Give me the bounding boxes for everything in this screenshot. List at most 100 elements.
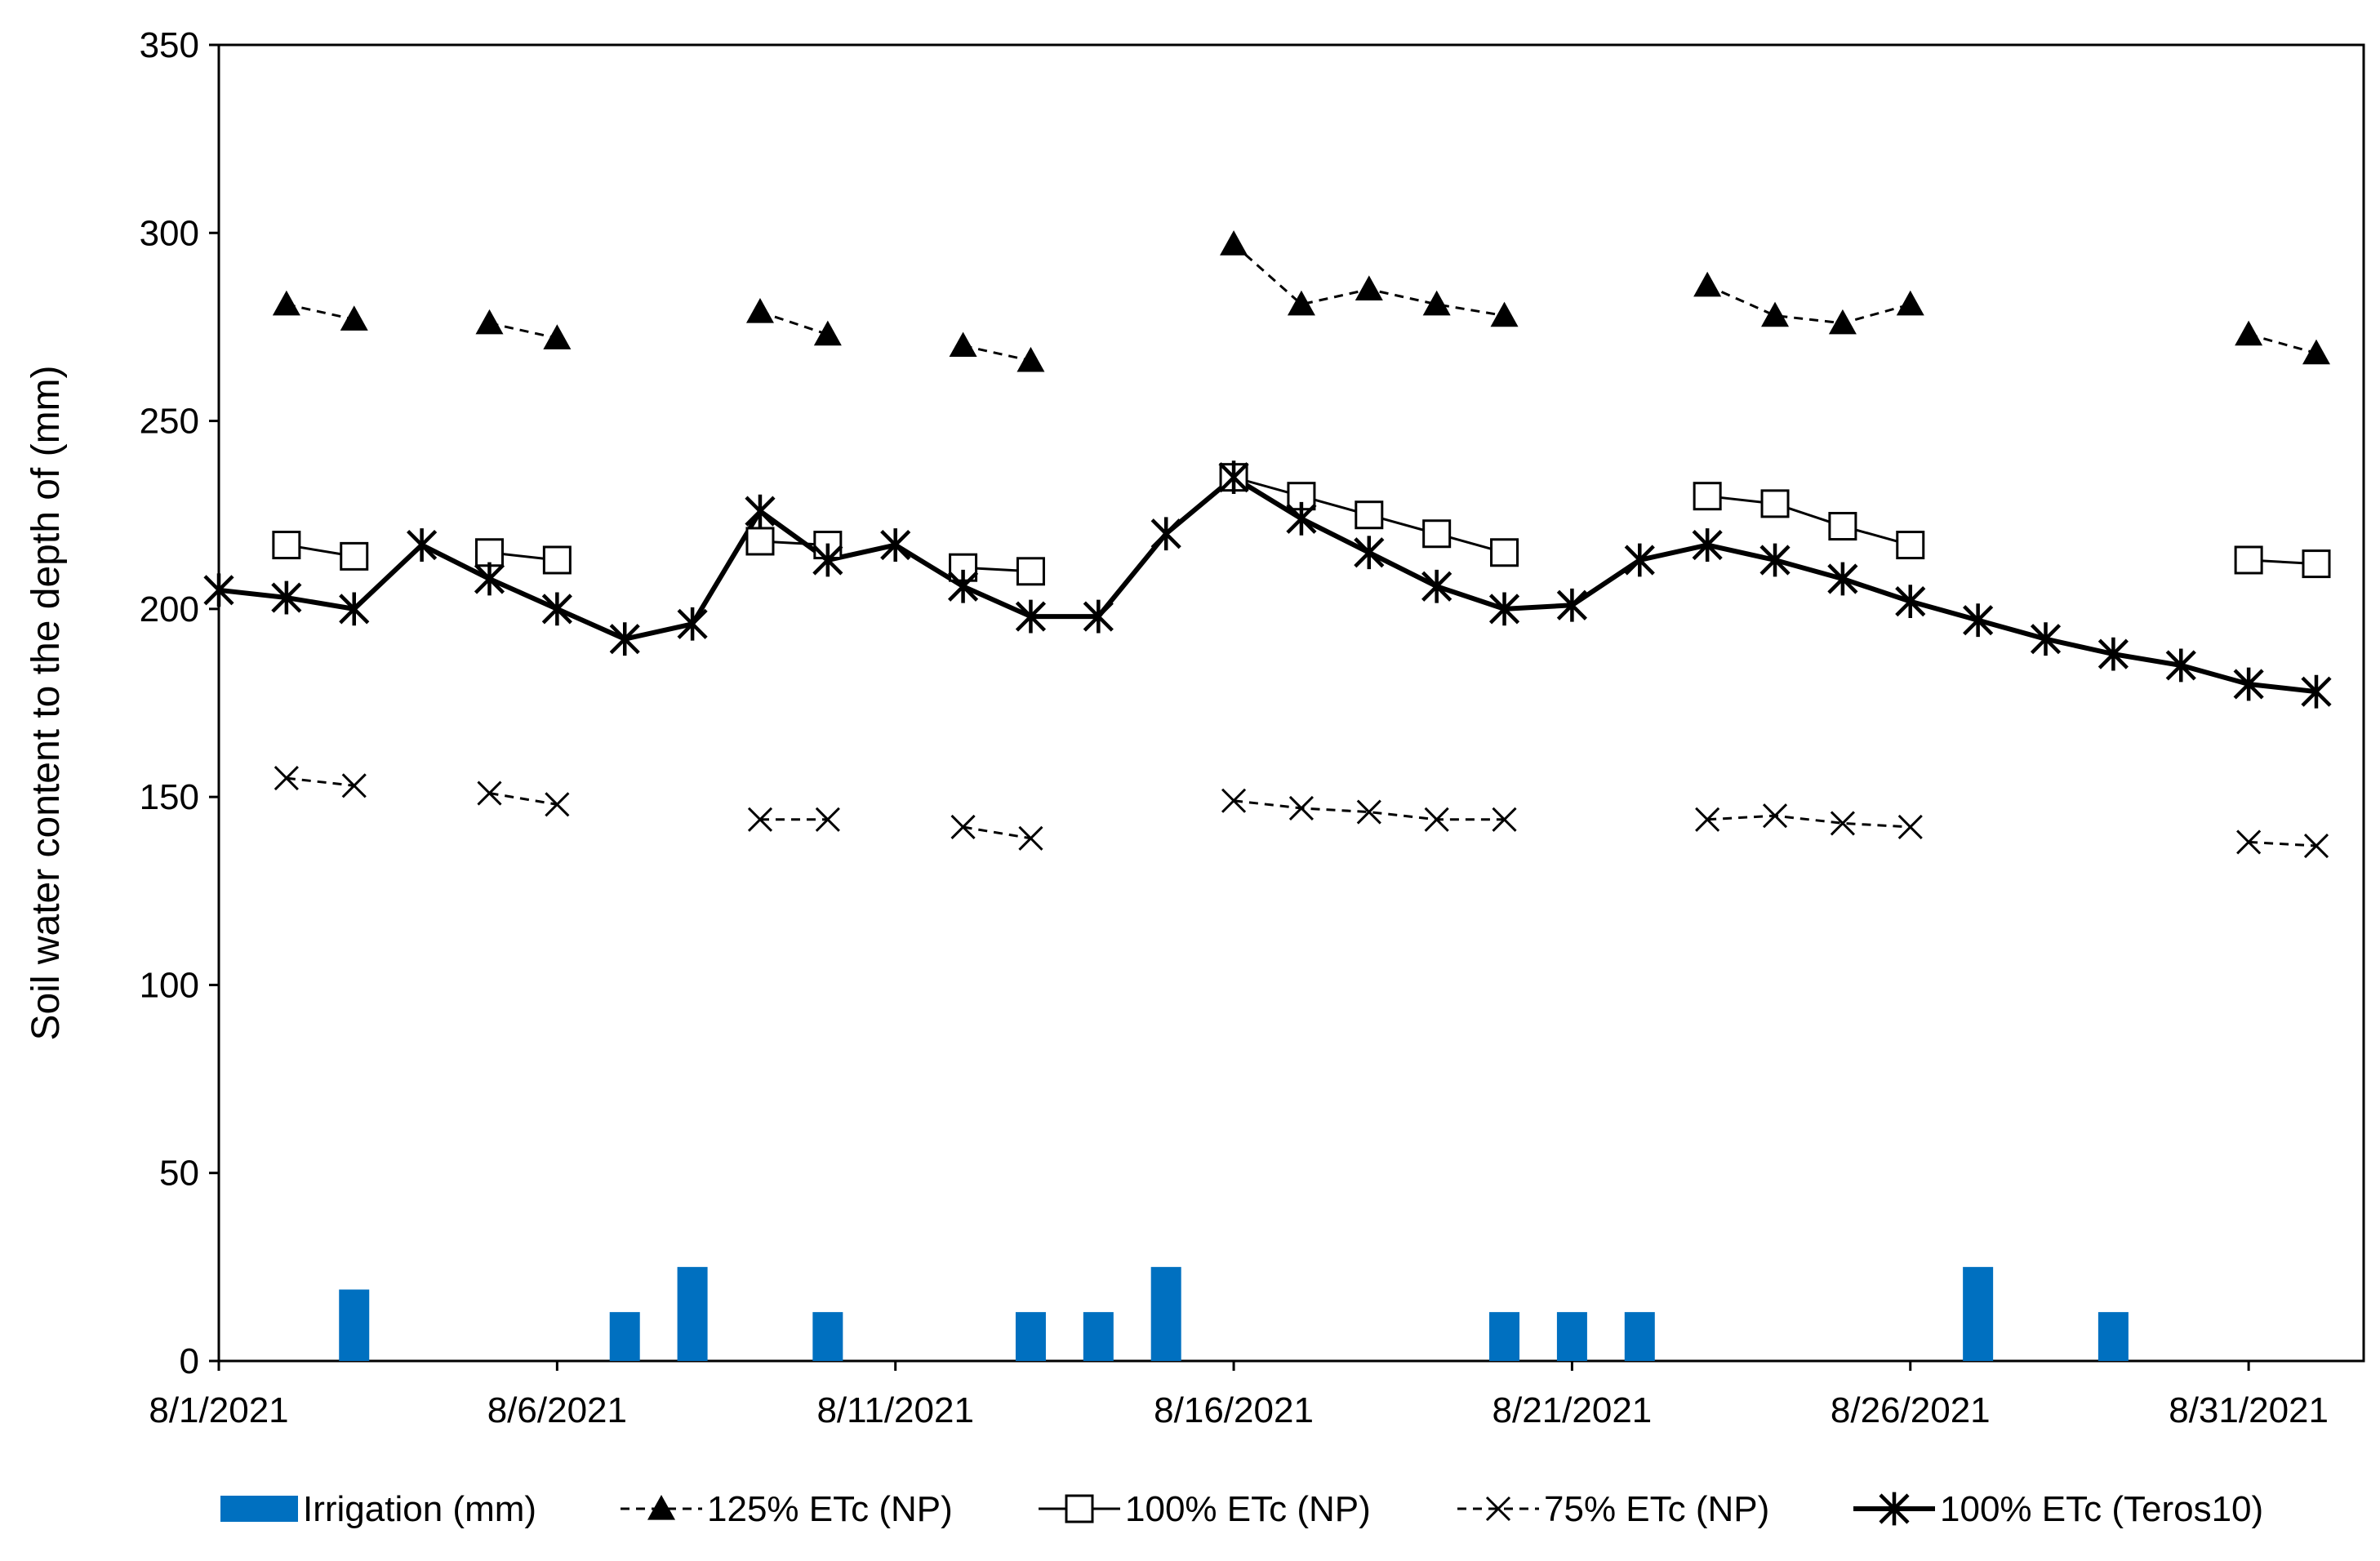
data-point-asterisk bbox=[1963, 603, 1994, 638]
series-line-1 bbox=[286, 303, 355, 321]
data-point-x bbox=[950, 814, 976, 840]
irrigation-bar bbox=[1963, 1266, 1994, 1361]
data-point-x bbox=[1221, 788, 1247, 813]
data-point-x bbox=[545, 792, 570, 817]
data-point-asterisk bbox=[2165, 648, 2196, 683]
data-point-square bbox=[1355, 500, 1384, 530]
series-line-1 bbox=[489, 322, 558, 340]
data-point-triangle bbox=[2302, 339, 2330, 365]
data-point-square bbox=[1760, 489, 1790, 518]
irrigation-bar bbox=[1083, 1312, 1114, 1361]
legend-label: Irrigation (mm) bbox=[303, 1489, 536, 1529]
data-point-asterisk bbox=[1488, 592, 1520, 626]
irrigation-bar bbox=[1150, 1266, 1181, 1361]
data-point-triangle bbox=[1017, 346, 1045, 372]
data-point-asterisk bbox=[407, 528, 438, 562]
data-point-square bbox=[272, 531, 301, 560]
y-tick-label: 50 bbox=[159, 1154, 199, 1194]
data-point-triangle bbox=[475, 309, 504, 335]
data-point-x bbox=[815, 807, 840, 832]
data-point-square bbox=[1896, 531, 1925, 560]
data-point-asterisk bbox=[2301, 674, 2332, 709]
data-point-x bbox=[1492, 807, 1517, 832]
data-point-x bbox=[1695, 807, 1720, 832]
series-line-3 bbox=[2249, 840, 2317, 847]
y-tick-label: 200 bbox=[140, 589, 199, 629]
data-point-asterisk bbox=[609, 622, 640, 656]
series-line-2 bbox=[1706, 495, 1911, 547]
data-point-x bbox=[1897, 814, 1923, 840]
legend-swatch bbox=[220, 1496, 298, 1522]
data-point-x bbox=[1424, 807, 1449, 832]
data-point-triangle bbox=[340, 305, 368, 331]
data-point-asterisk bbox=[1218, 460, 1249, 495]
data-point-asterisk bbox=[745, 494, 776, 528]
data-point-asterisk bbox=[203, 573, 234, 607]
y-tick-label: 150 bbox=[140, 777, 199, 817]
data-point-triangle bbox=[1896, 290, 1924, 316]
series-line-4 bbox=[218, 474, 2317, 695]
legend-label: 100% ETc (Teros10) bbox=[1940, 1489, 2263, 1529]
data-point-asterisk bbox=[271, 580, 302, 615]
x-tick-label: 8/11/2021 bbox=[816, 1390, 973, 1430]
data-point-square bbox=[1016, 557, 1045, 586]
legend-item: 100% ETc (Teros10) bbox=[1853, 1489, 2263, 1529]
data-point-triangle bbox=[1761, 301, 1790, 327]
data-point-triangle bbox=[2235, 320, 2263, 346]
data-point-square bbox=[542, 545, 572, 575]
data-point-x bbox=[1018, 825, 1043, 851]
series-line-3 bbox=[1233, 799, 1505, 821]
data-point-asterisk bbox=[2098, 637, 2129, 671]
series-line-1 bbox=[1706, 284, 1911, 325]
data-point-x bbox=[274, 766, 299, 791]
data-point-asterisk bbox=[2233, 667, 2264, 701]
data-point-asterisk bbox=[1286, 501, 1317, 536]
data-point-asterisk bbox=[1015, 599, 1047, 634]
data-point-asterisk bbox=[339, 592, 370, 626]
data-point-x bbox=[2303, 833, 2329, 859]
legend-label: 100% ETc (NP) bbox=[1125, 1489, 1371, 1529]
x-tick-label: 8/26/2021 bbox=[1831, 1390, 1991, 1430]
y-tick-label: 100 bbox=[140, 965, 199, 1005]
data-point-x bbox=[1288, 795, 1314, 821]
y-tick-label: 350 bbox=[140, 25, 199, 65]
legend-item: 75% ETc (NP) bbox=[1457, 1489, 1769, 1529]
data-point-x bbox=[1356, 799, 1381, 825]
legend-item: 100% ETc (NP) bbox=[1039, 1489, 1371, 1529]
data-point-asterisk bbox=[1895, 585, 1926, 619]
irrigation-bar bbox=[1624, 1312, 1655, 1361]
legend-marker bbox=[1485, 1496, 1511, 1522]
legend: Irrigation (mm) 125% ETc (NP) 100% ETc (NP… bbox=[220, 1489, 2263, 1529]
data-point-asterisk bbox=[1556, 588, 1588, 622]
x-tick-label: 8/31/2021 bbox=[2169, 1390, 2329, 1430]
data-point-asterisk bbox=[1624, 543, 1655, 577]
irrigation-bar bbox=[1556, 1312, 1587, 1361]
irrigation-bar bbox=[1015, 1312, 1046, 1361]
data-point-square bbox=[474, 538, 504, 567]
data-point-triangle bbox=[949, 331, 977, 358]
data-point-x bbox=[477, 780, 502, 806]
data-point-square bbox=[1828, 512, 1857, 541]
legend-item: 125% ETc (NP) bbox=[621, 1489, 953, 1529]
data-point-asterisk bbox=[541, 592, 572, 626]
data-point-x bbox=[341, 773, 367, 798]
series-line-1 bbox=[759, 310, 829, 336]
data-point-triangle bbox=[272, 290, 300, 316]
legend-label: 125% ETc (NP) bbox=[707, 1489, 953, 1529]
data-point-asterisk bbox=[474, 562, 505, 596]
data-point-square bbox=[1422, 519, 1452, 549]
series-line-3 bbox=[963, 825, 1031, 840]
series-line-3 bbox=[489, 792, 558, 806]
x-tick-label: 8/1/2021 bbox=[149, 1390, 288, 1430]
irrigation-bar bbox=[677, 1266, 708, 1361]
data-point-asterisk bbox=[812, 543, 843, 577]
data-point-x bbox=[2236, 829, 2262, 855]
data-point-triangle bbox=[1355, 275, 1383, 300]
data-point-asterisk bbox=[677, 607, 708, 641]
legend-item: Irrigation (mm) bbox=[220, 1489, 536, 1529]
data-point-triangle bbox=[1490, 301, 1519, 327]
data-point-triangle bbox=[1422, 290, 1451, 316]
data-point-triangle bbox=[1220, 230, 1248, 256]
legend-marker bbox=[1879, 1492, 1910, 1526]
legend-label: 75% ETc (NP) bbox=[1544, 1489, 1769, 1529]
